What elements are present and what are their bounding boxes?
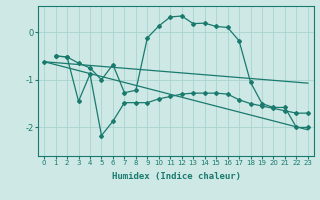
X-axis label: Humidex (Indice chaleur): Humidex (Indice chaleur) — [111, 172, 241, 181]
